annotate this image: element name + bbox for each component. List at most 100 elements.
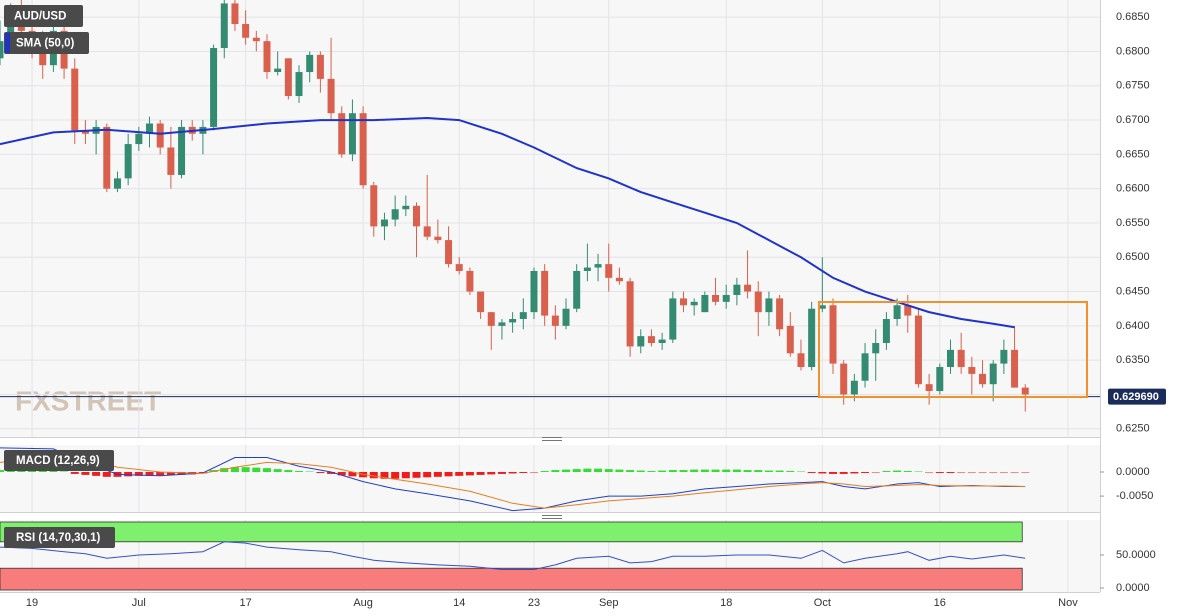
histogram-bar: [636, 470, 645, 472]
candle-body: [957, 349, 965, 368]
y-tick-label: 0.0000: [1116, 466, 1150, 478]
histogram-bar: [903, 471, 912, 472]
histogram-bar: [1021, 471, 1030, 473]
candle-body: [413, 205, 421, 227]
y-tick-label: 50.0000: [1116, 549, 1156, 561]
histogram-bar: [28, 470, 37, 472]
legend-label[interactable]: SMA (50,0): [16, 38, 75, 50]
candle-body: [1000, 349, 1008, 364]
candle-body: [167, 147, 175, 175]
candle-body: [156, 123, 164, 148]
candle-body: [391, 209, 399, 220]
x-tick-label: 19: [26, 597, 38, 609]
y-tick-label: 0.6850: [1116, 11, 1150, 23]
histogram-bar: [295, 471, 304, 472]
histogram-bar: [647, 471, 656, 472]
histogram-bar: [594, 468, 603, 472]
histogram-bar: [166, 471, 175, 476]
candle-body: [861, 353, 869, 381]
indicator-label[interactable]: RSI (14,70,30,1): [16, 532, 101, 544]
candle-body: [914, 315, 922, 385]
histogram-bar: [764, 470, 773, 472]
histogram-bar: [401, 471, 410, 479]
candle-body: [946, 349, 954, 368]
candle-body: [722, 294, 730, 302]
candle-body: [295, 72, 303, 97]
candle-body: [968, 367, 976, 374]
candle-body: [797, 353, 805, 368]
candle-body: [348, 113, 356, 155]
last-price-label: 0.629690: [1113, 391, 1159, 403]
histogram-bar: [380, 471, 389, 479]
label-box: [4, 527, 115, 548]
y-tick-label: 0.6600: [1116, 183, 1150, 195]
histogram-bar: [519, 471, 528, 473]
histogram-bar: [818, 471, 827, 474]
candle-body: [658, 339, 666, 344]
y-tick-label: 0.6450: [1116, 285, 1150, 297]
candle-body: [936, 367, 944, 392]
candle-body: [487, 312, 495, 326]
candle-body: [455, 264, 463, 271]
histogram-bar: [786, 471, 795, 472]
resize-handle[interactable]: [542, 437, 562, 441]
y-tick-label: 0.6500: [1116, 251, 1150, 263]
x-tick-label: 18: [720, 597, 732, 609]
macd-panel: [0, 445, 1100, 512]
candle-body: [242, 24, 250, 38]
macd-line: [0, 457, 1026, 509]
candle-body: [979, 373, 987, 385]
symbol-label[interactable]: AUD/USD: [14, 11, 66, 23]
x-tick-label: Jul: [132, 597, 146, 609]
histogram-bar: [572, 469, 581, 472]
histogram-bar: [989, 471, 998, 473]
candle-body: [925, 384, 933, 392]
histogram-bar: [487, 471, 496, 475]
candle-body: [701, 294, 709, 313]
candle-body: [872, 343, 880, 354]
resize-handle[interactable]: [542, 515, 562, 519]
candle-body: [679, 298, 687, 306]
x-tick-label: 17: [240, 597, 252, 609]
histogram-bar: [668, 470, 677, 472]
candle-body: [71, 68, 79, 131]
candle-body: [316, 54, 324, 79]
candle-body: [583, 267, 591, 271]
label-box: [4, 32, 89, 54]
x-tick-label: Aug: [353, 597, 373, 609]
histogram-bar: [850, 471, 859, 474]
sma-line: [0, 116, 1015, 329]
y-tick-label: 0.6750: [1116, 80, 1150, 92]
candle-body: [637, 336, 645, 347]
histogram-bar: [690, 469, 699, 472]
candle-body: [562, 308, 570, 326]
histogram-bar: [583, 468, 592, 472]
histogram-bar: [156, 471, 165, 476]
y-tick-label: 0.6800: [1116, 45, 1150, 57]
histogram-bar: [455, 471, 464, 476]
candle-body: [370, 185, 378, 227]
histogram-bar: [925, 471, 934, 473]
candle-body: [445, 240, 453, 265]
histogram-bar: [551, 470, 560, 472]
y-tick-label: 0.6700: [1116, 114, 1150, 126]
candle-body: [39, 51, 47, 66]
candle-body: [1011, 349, 1019, 388]
main-panel: [0, 0, 1100, 437]
candle-body: [690, 301, 698, 306]
candle-body: [274, 68, 282, 73]
indicator-label[interactable]: MACD (12,26,9): [16, 455, 100, 467]
histogram-bar: [444, 471, 453, 477]
candle-body: [850, 380, 858, 395]
histogram-bar: [529, 471, 538, 473]
rsi-line: [0, 541, 1026, 570]
histogram-bar: [914, 471, 923, 473]
candle-body: [904, 305, 912, 316]
histogram-bar: [967, 471, 976, 473]
candle-body: [818, 305, 826, 309]
histogram-bar: [1010, 471, 1019, 473]
histogram-bar: [871, 471, 880, 473]
candle-body: [210, 48, 218, 127]
candle-body: [808, 308, 816, 368]
